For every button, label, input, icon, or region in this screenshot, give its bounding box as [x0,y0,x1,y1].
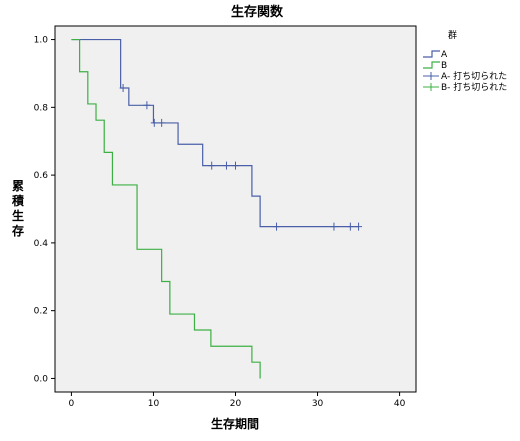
legend-swatch-censor [423,72,439,80]
y-axis-title-char: 積 [11,193,25,208]
legend-entry-label: B [441,61,447,71]
censor-mark-A [232,161,239,170]
y-tick-label: 0.4 [34,239,49,249]
legend-title: 群 [448,29,457,41]
y-axis-title-char: 存 [11,223,24,238]
x-tick-label: 20 [230,399,242,409]
censor-mark-A [158,118,166,127]
legend-swatch-step [423,50,440,58]
x-tick-label: 0 [69,399,75,409]
y-tick-label: 0.0 [34,374,49,384]
legend-entry-label: A [441,50,448,60]
censor-mark-A [273,222,281,231]
censor-mark-A [355,222,363,231]
chart-title: 生存関数 [231,4,284,20]
x-axis-title: 生存期間 [211,416,259,431]
y-axis-title-char: 生 [12,208,24,223]
x-tick-label: 10 [148,399,160,409]
y-tick-label: 0.6 [34,171,49,181]
y-axis-title-char: 累 [12,179,24,193]
series-layer [71,38,363,379]
y-tick-label: 0.2 [34,307,48,317]
censor-mark-A [119,84,127,93]
series-line-B [71,38,261,379]
x-axis-ticks: 0 10 20 30 40 [69,392,406,409]
censor-mark-A [208,161,216,170]
x-tick-label: 40 [394,399,406,409]
censor-mark-A [222,161,230,170]
y-tick-label: 0.8 [34,103,49,113]
legend-swatch-censor [423,83,439,91]
censor-mark-A [330,222,338,231]
x-tick-label: 30 [312,399,324,409]
censor-mark-A [346,222,354,231]
censor-mark-A [150,118,158,127]
legend-entry-label: A- 打ち切られた [441,70,507,82]
legend-entry-label: B- 打ち切られた [441,81,507,93]
plot-background [54,25,417,393]
legend-swatch-step [423,61,440,69]
y-axis-ticks: 0.0 0.2 0.4 0.6 0.8 1.0 [34,36,55,384]
censor-mark-A [143,101,151,110]
y-tick-label: 1.0 [34,36,49,46]
